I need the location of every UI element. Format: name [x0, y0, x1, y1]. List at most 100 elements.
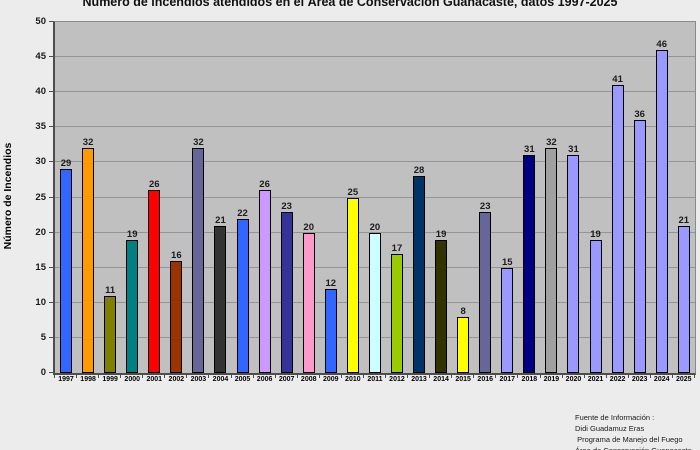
x-tick-2	[98, 375, 100, 378]
y-tick-35	[49, 126, 53, 128]
category-2008: 20	[298, 22, 320, 373]
y-tick-label-0: 0	[40, 367, 46, 378]
bar-2010: 25	[346, 187, 359, 373]
y-tick-25	[49, 196, 53, 198]
y-tick-label-10: 10	[35, 296, 46, 308]
bar-1997: 29	[60, 158, 73, 373]
x-tick-0	[54, 375, 55, 378]
gridline-35	[55, 126, 695, 128]
bar-2024: 46	[655, 39, 668, 373]
y-tick-50	[49, 21, 53, 22]
y-tick-label-35: 35	[35, 121, 46, 133]
category-1997: 29	[55, 22, 77, 373]
x-label-2007: 2007	[278, 376, 295, 383]
bar-value-label-2003: 32	[193, 137, 204, 149]
y-tick-40	[49, 91, 53, 93]
x-label-2009: 2009	[322, 376, 339, 383]
bar-1998: 32	[82, 137, 95, 373]
category-2021: 19	[585, 22, 607, 373]
category-1999: 11	[99, 22, 121, 373]
y-tick-label-5: 5	[40, 331, 46, 343]
bar-value-label-2023: 36	[634, 109, 645, 121]
category-2025: 21	[673, 22, 695, 373]
bar-2014: 19	[435, 229, 448, 373]
category-2013: 28	[408, 22, 430, 373]
x-label-2004: 2004	[212, 376, 229, 383]
y-tick-label-20: 20	[35, 226, 46, 238]
category-2015: 8	[452, 22, 474, 373]
x-label-2021: 2021	[587, 376, 604, 383]
x-tick-5	[164, 375, 166, 378]
x-tick-26	[627, 375, 629, 378]
source-note-line-3: Programa de Manejo del Fuego	[575, 435, 683, 444]
source-note-line-2: Didi Guadamuz Eras	[575, 424, 645, 433]
category-2000: 19	[121, 22, 143, 373]
bar-value-label-2015: 8	[460, 305, 466, 317]
x-label-2023: 2023	[631, 376, 648, 383]
x-label-2025: 2025	[675, 376, 692, 383]
x-tick-7	[208, 375, 210, 378]
y-tick-label-15: 15	[35, 261, 46, 273]
x-label-2010: 2010	[345, 376, 361, 383]
bar-value-label-2004: 21	[215, 214, 226, 226]
x-label-2016: 2016	[477, 376, 493, 383]
category-2005: 22	[232, 22, 254, 373]
category-2006: 26	[254, 22, 276, 373]
x-tick-17	[429, 375, 431, 378]
bar-2005: 22	[236, 208, 249, 373]
x-label-2012: 2012	[389, 376, 405, 383]
gridline-30	[55, 161, 695, 163]
x-tick-25	[605, 375, 607, 378]
y-tick-20	[49, 231, 53, 233]
x-label-2000: 2000	[124, 376, 140, 383]
y-tick-label-25: 25	[35, 191, 46, 203]
x-label-1999: 1999	[102, 376, 118, 383]
y-tick-30	[49, 161, 53, 163]
category-2020: 31	[562, 22, 584, 373]
bar-2001: 26	[148, 179, 161, 373]
x-tick-16	[407, 375, 409, 378]
category-2019: 32	[540, 22, 562, 373]
bar-1999: 11	[104, 285, 117, 373]
x-tick-19	[473, 375, 475, 378]
x-tick-24	[583, 375, 585, 378]
x-label-2006: 2006	[256, 376, 273, 383]
bar-2000: 19	[126, 229, 139, 373]
bar-value-label-2008: 20	[303, 221, 315, 233]
bar-2019: 32	[545, 137, 558, 373]
bar-value-label-2011: 20	[369, 221, 381, 233]
y-tick-label-30: 30	[35, 156, 46, 168]
gridline-40	[55, 91, 695, 93]
x-tick-22	[539, 375, 541, 378]
bar-value-label-1999: 11	[105, 284, 116, 296]
x-tick-8	[230, 375, 232, 378]
y-axis-title: Número de Incendios	[2, 142, 14, 250]
y-tick-label-40: 40	[35, 86, 46, 98]
category-2012: 17	[386, 22, 408, 373]
bar-value-label-2019: 32	[546, 137, 557, 149]
x-label-2002: 2002	[168, 376, 185, 383]
bar-series: 29 32 11 19 26 16 32 21 22 26 23 20 12 25 20 17 28 19 8 23 1…	[55, 22, 695, 373]
x-label-2024: 2024	[653, 376, 670, 383]
category-2002: 16	[165, 22, 187, 373]
category-2007: 23	[276, 22, 298, 373]
category-2014: 19	[430, 22, 452, 373]
y-tick-10	[49, 301, 53, 303]
y-tick-15	[49, 266, 53, 268]
bar-2020: 31	[567, 144, 580, 373]
bar-value-label-2014: 19	[435, 228, 447, 240]
category-2017: 15	[496, 22, 518, 373]
chart-title: Número de incendios atendidos en el Área…	[82, 0, 618, 9]
x-axis-labels: 1997 1998 1999 2000 2001 2002 2003 2004 2005 2006…	[55, 376, 695, 383]
bar-2006: 26	[258, 179, 271, 373]
x-tick-20	[495, 375, 497, 378]
x-tick-29	[694, 375, 695, 378]
x-tick-28	[671, 375, 673, 378]
x-label-1997: 1997	[58, 376, 74, 383]
plot-area: 0 5 10 15 20 25 30 35 40 45 50 29 32 11 19 26 16 32 21 22 2…	[35, 17, 696, 378]
x-label-2017: 2017	[499, 376, 516, 383]
bar-value-label-2025: 21	[678, 214, 690, 226]
bar-value-label-2013: 28	[413, 165, 425, 177]
category-2004: 21	[209, 22, 231, 373]
bar-value-label-2017: 15	[501, 256, 513, 268]
